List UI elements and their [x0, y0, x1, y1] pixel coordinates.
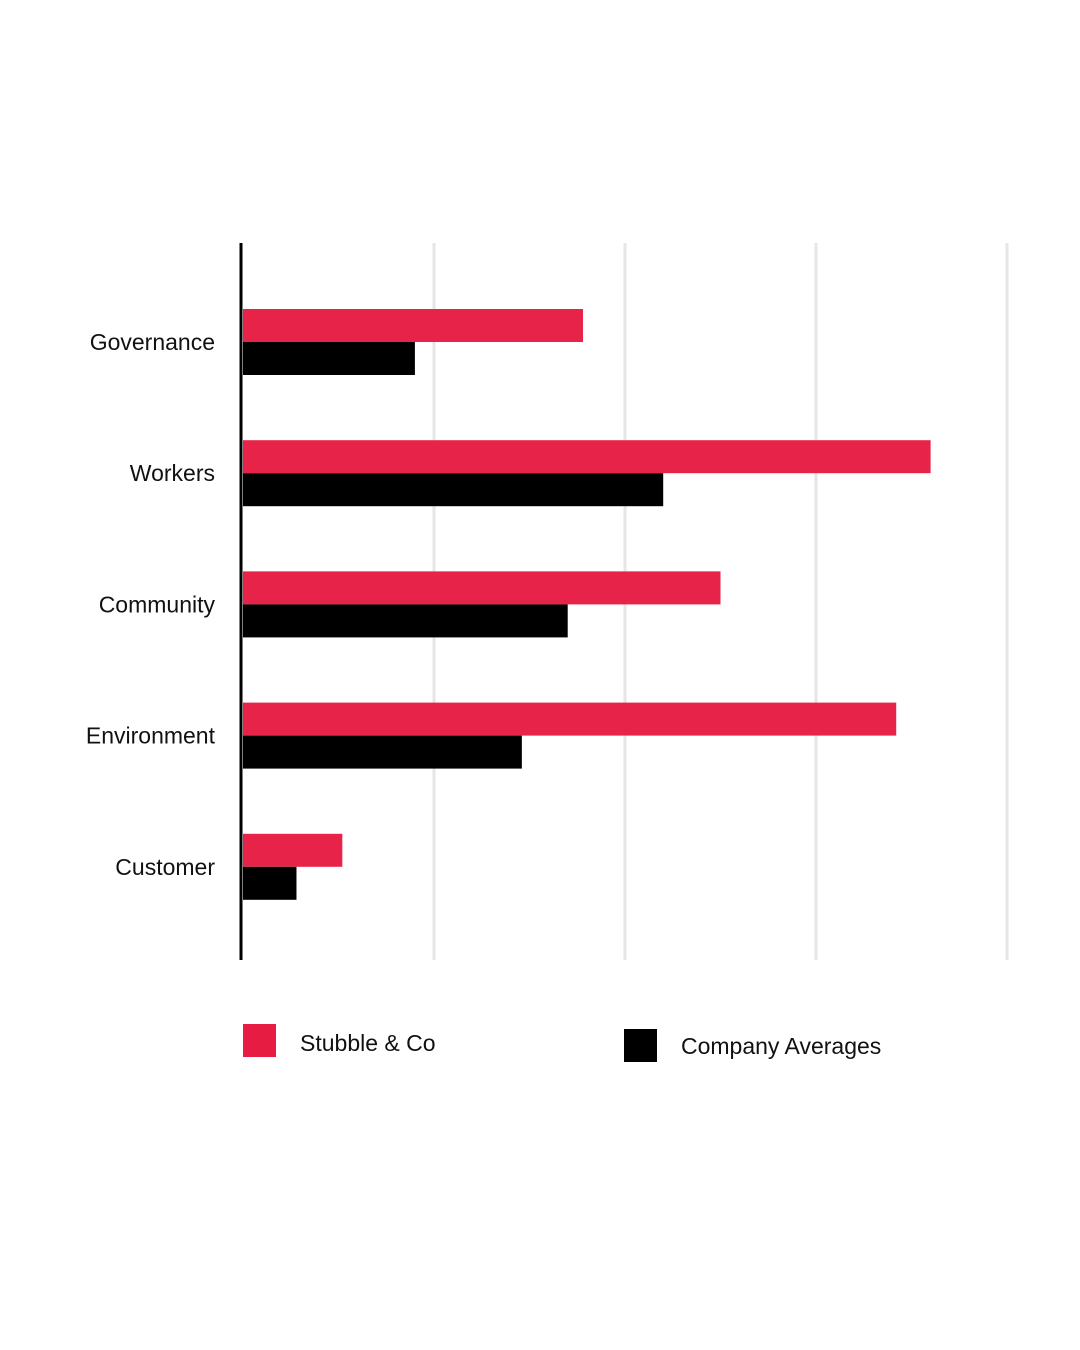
category-labels: Governance Workers Community Environment Cus…	[86, 329, 216, 880]
bar-governance-company-averages	[243, 342, 415, 375]
category-label-environment: Environment	[86, 723, 216, 749]
category-label-community: Community	[99, 591, 216, 617]
bar-community-stubble	[243, 571, 721, 605]
bars	[243, 309, 931, 900]
bar-workers-stubble	[243, 440, 931, 474]
legend-label-company-averages: Company Averages	[681, 1033, 881, 1059]
bar-governance-stubble	[243, 309, 583, 342]
bar-workers-company-averages	[243, 473, 664, 507]
bar-environment-company-averages	[243, 735, 522, 769]
bar-customer-company-averages	[243, 866, 297, 900]
category-label-governance: Governance	[90, 329, 215, 355]
legend-label-stubble: Stubble & Co	[300, 1030, 436, 1056]
bar-customer-stubble	[243, 833, 343, 867]
legend-swatch-stubble	[243, 1024, 276, 1057]
category-label-customer: Customer	[115, 854, 215, 880]
category-label-workers: Workers	[130, 460, 215, 486]
legend: Stubble & Co Company Averages	[243, 1024, 881, 1062]
bar-environment-stubble	[243, 702, 897, 736]
bar-community-company-averages	[243, 604, 568, 638]
legend-swatch-company-averages	[624, 1029, 657, 1062]
